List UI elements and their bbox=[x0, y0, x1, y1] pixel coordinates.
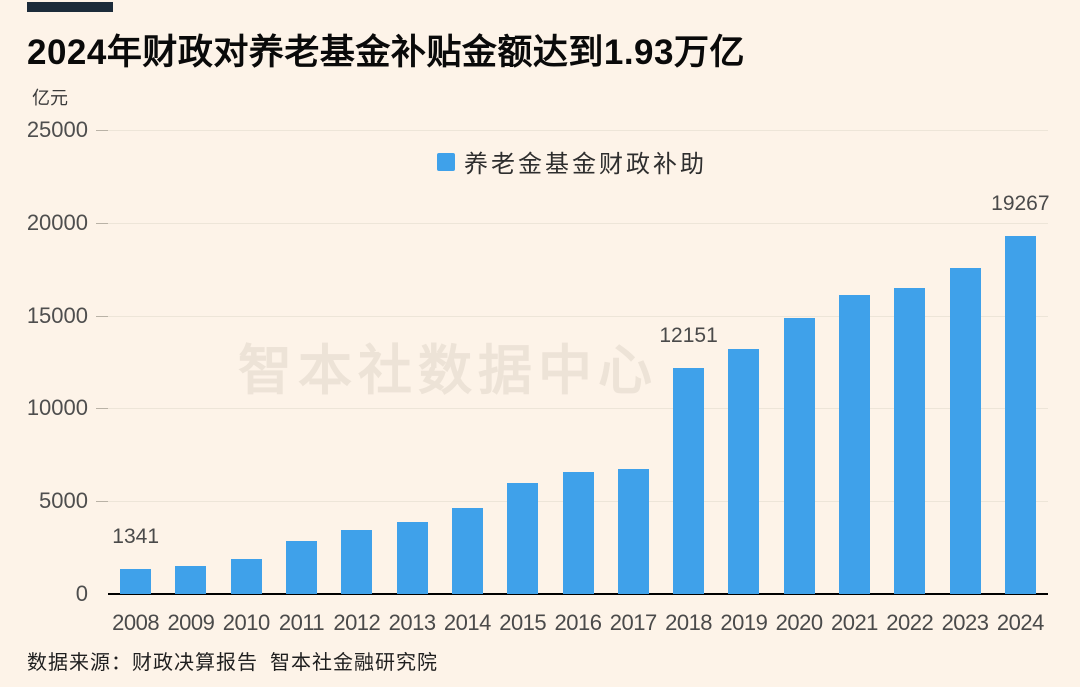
bar-2011 bbox=[286, 541, 318, 594]
y-axis-tick-15000 bbox=[96, 315, 108, 317]
bar-2017 bbox=[617, 468, 649, 594]
x-axis-label-2008: 2008 bbox=[112, 610, 160, 635]
gridline-15000 bbox=[108, 315, 1048, 317]
x-axis-label-2024: 2024 bbox=[996, 610, 1044, 635]
bar-2012 bbox=[341, 530, 373, 594]
bar-value-label-2024: 19267 bbox=[991, 192, 1050, 216]
y-axis-tick-5000 bbox=[96, 501, 108, 503]
bar-2019 bbox=[728, 349, 760, 594]
x-axis-label-2021: 2021 bbox=[830, 610, 878, 635]
bar-2015 bbox=[507, 482, 539, 594]
y-axis-label-25000: 25000 bbox=[26, 117, 88, 142]
y-axis-label-0: 0 bbox=[75, 581, 88, 606]
accent-bar bbox=[27, 2, 113, 12]
y-axis-tick-25000 bbox=[96, 130, 108, 131]
x-axis-label-2022: 2022 bbox=[886, 610, 934, 635]
y-axis-unit-label: 亿元 bbox=[32, 88, 68, 108]
x-axis-label-2017: 2017 bbox=[609, 610, 657, 635]
x-axis-label-2023: 2023 bbox=[941, 610, 989, 635]
y-axis-label-20000: 20000 bbox=[26, 209, 88, 235]
y-axis-label-10000: 10000 bbox=[26, 395, 88, 421]
x-axis-label-2020: 2020 bbox=[775, 610, 823, 635]
bar-2018 bbox=[673, 368, 705, 594]
y-axis-label-15000: 15000 bbox=[26, 302, 88, 328]
bar-2009 bbox=[175, 565, 207, 594]
legend: 养老金基金财政补助 bbox=[437, 144, 707, 179]
legend-label: 养老金基金财政补助 bbox=[464, 151, 707, 178]
y-axis-tick-20000 bbox=[96, 222, 108, 224]
y-axis-tick-10000 bbox=[96, 408, 108, 410]
bar-value-label-2008: 1341 bbox=[112, 525, 159, 549]
gridline-20000 bbox=[108, 222, 1048, 224]
x-axis-label-2015: 2015 bbox=[499, 610, 547, 635]
x-axis-line bbox=[108, 593, 1048, 595]
x-axis-label-2010: 2010 bbox=[222, 610, 270, 635]
bar-2010 bbox=[230, 559, 262, 594]
data-source: 数据来源：财政决算报告 智本社金融研究院 bbox=[27, 652, 438, 674]
bar-2014 bbox=[451, 508, 483, 594]
bar-2021 bbox=[838, 295, 870, 594]
bar-2013 bbox=[396, 521, 428, 594]
bar-2008 bbox=[120, 569, 152, 594]
bar-value-label-2018: 12151 bbox=[659, 324, 718, 348]
x-axis-label-2011: 2011 bbox=[278, 610, 325, 635]
bar-2020 bbox=[783, 318, 815, 594]
legend-marker-icon bbox=[437, 152, 455, 171]
bar-2023 bbox=[949, 268, 981, 594]
bar-2016 bbox=[562, 471, 594, 594]
chart-title: 2024年财政对养老基金补贴金额达到1.93万亿 bbox=[27, 33, 745, 72]
x-axis-label-2009: 2009 bbox=[167, 610, 215, 635]
x-axis-label-2019: 2019 bbox=[720, 610, 768, 635]
x-axis-label-2012: 2012 bbox=[333, 610, 381, 635]
y-axis-label-5000: 5000 bbox=[39, 488, 88, 514]
x-axis-label-2016: 2016 bbox=[554, 610, 602, 635]
gridline-10000 bbox=[108, 408, 1048, 410]
bar-2022 bbox=[894, 287, 926, 594]
bar-2024 bbox=[1004, 236, 1036, 594]
x-axis-label-2014: 2014 bbox=[443, 610, 491, 635]
gridline-25000 bbox=[108, 130, 1048, 131]
x-axis-label-2018: 2018 bbox=[665, 610, 713, 635]
x-axis-label-2013: 2013 bbox=[388, 610, 436, 635]
